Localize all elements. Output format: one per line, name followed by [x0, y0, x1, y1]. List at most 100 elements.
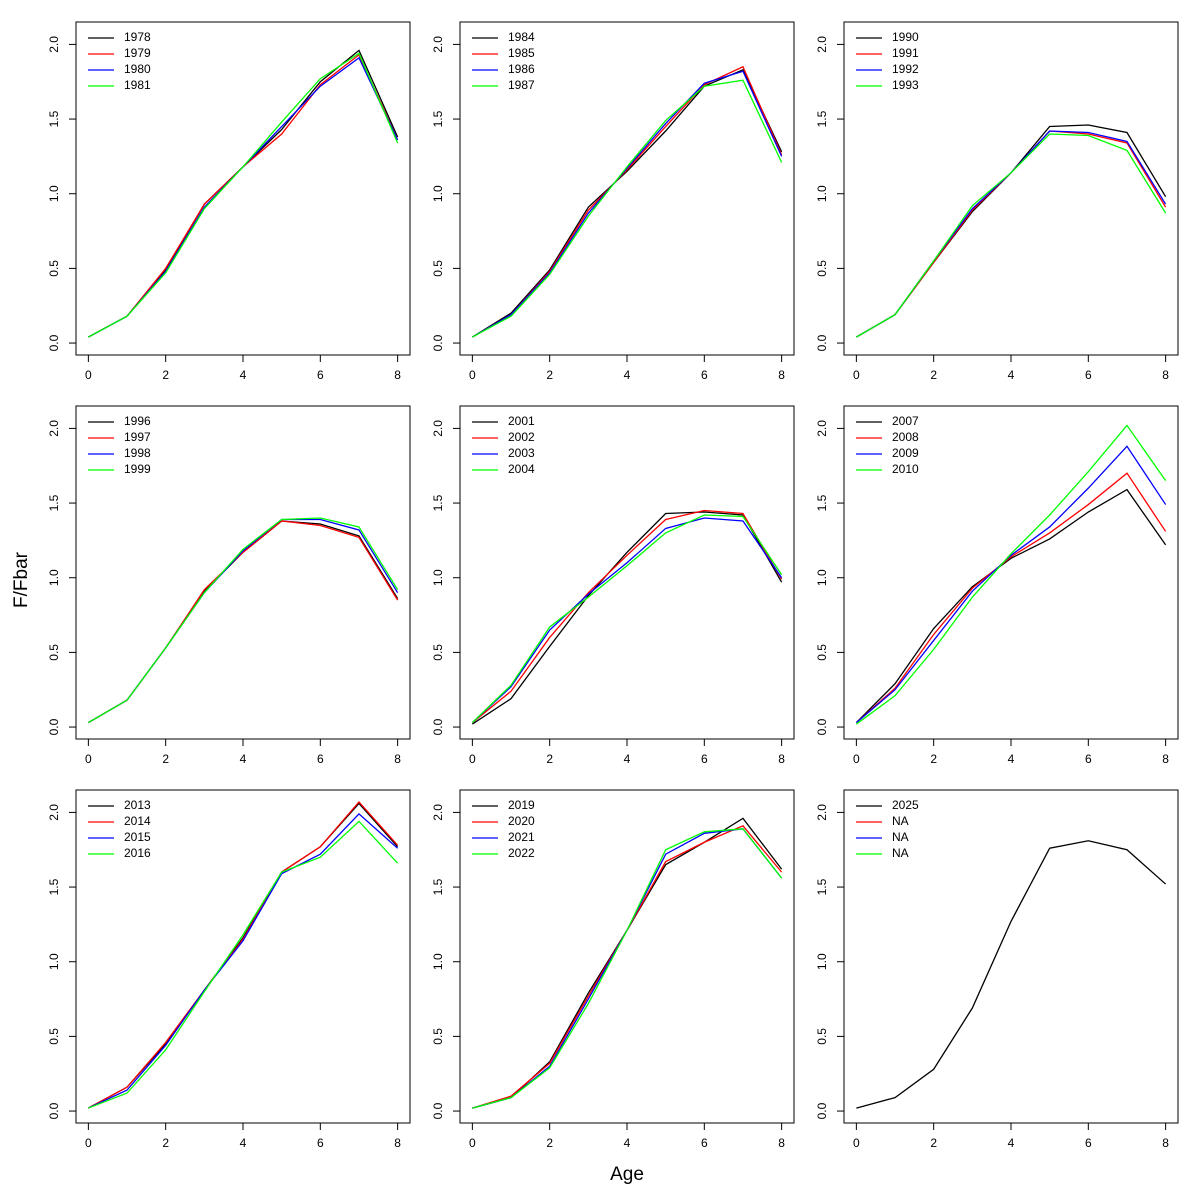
y-tick-label: 2.0	[47, 36, 61, 53]
x-tick-label: 8	[1162, 368, 1169, 382]
legend-label: 1981	[124, 78, 151, 92]
y-tick-label: 0.0	[815, 718, 829, 735]
y-tick-label: 1.0	[815, 953, 829, 970]
legend-label: NA	[892, 846, 909, 860]
y-tick-label: 2.0	[431, 420, 445, 437]
x-tick-label: 2	[930, 752, 937, 766]
x-tick-label: 6	[701, 752, 708, 766]
legend-label: NA	[892, 814, 909, 828]
y-tick-label: 2.0	[431, 36, 445, 53]
x-tick-label: 0	[469, 368, 476, 382]
y-tick-label: 1.5	[431, 878, 445, 895]
x-tick-label: 8	[778, 752, 785, 766]
legend-label: 1979	[124, 46, 151, 60]
y-tick-label: 1.0	[431, 185, 445, 202]
y-tick-label: 0.5	[431, 644, 445, 661]
x-tick-label: 8	[778, 1136, 785, 1150]
x-tick-label: 6	[701, 1136, 708, 1150]
x-tick-label: 0	[85, 368, 92, 382]
y-tick-label: 0.5	[431, 1028, 445, 1045]
data-line	[88, 800, 399, 1109]
y-tick-label: 0.0	[47, 334, 61, 351]
data-line	[88, 812, 399, 1109]
x-tick-label: 8	[778, 368, 785, 382]
data-line	[471, 514, 783, 724]
y-tick-label: 1.0	[47, 185, 61, 202]
data-line	[855, 424, 1167, 725]
x-tick-label: 2	[162, 368, 169, 382]
x-tick-label: 0	[853, 752, 860, 766]
y-tick-label: 1.0	[47, 953, 61, 970]
x-tick-label: 8	[394, 1136, 401, 1150]
legend-label: 2020	[508, 814, 535, 828]
y-tick-label: 0.0	[815, 334, 829, 351]
x-tick-label: 4	[624, 368, 631, 382]
x-tick-label: 4	[624, 1136, 631, 1150]
legend-label: 2004	[508, 462, 535, 476]
data-line	[472, 79, 783, 338]
y-tick-label: 0.0	[815, 1102, 829, 1119]
x-tick-label: 0	[469, 752, 476, 766]
data-line	[88, 517, 399, 724]
legend-label: NA	[892, 830, 909, 844]
y-tick-label: 1.5	[47, 494, 61, 511]
x-tick-label: 4	[1008, 368, 1015, 382]
legend-label: 2008	[892, 430, 919, 444]
legend-label: 2003	[508, 446, 535, 460]
x-tick-label: 6	[317, 1136, 324, 1150]
y-tick-label: 2.0	[47, 420, 61, 437]
y-tick-label: 0.0	[431, 334, 445, 351]
x-tick-label: 8	[394, 368, 401, 382]
legend-label: 2019	[508, 798, 535, 812]
x-tick-label: 2	[546, 1136, 553, 1150]
y-tick-label: 0.5	[815, 260, 829, 277]
legend-label: 1986	[508, 62, 535, 76]
legend-label: 1984	[508, 30, 535, 44]
x-tick-label: 2	[930, 1136, 937, 1150]
y-tick-label: 1.5	[47, 878, 61, 895]
legend-label: 2009	[892, 446, 919, 460]
x-tick-label: 6	[701, 368, 708, 382]
legend-label: 1996	[124, 414, 151, 428]
y-tick-label: 1.0	[47, 569, 61, 586]
legend-label: 2016	[124, 846, 151, 860]
data-line	[856, 133, 1167, 338]
y-tick-label: 1.5	[431, 494, 445, 511]
y-tick-label: 1.5	[47, 110, 61, 127]
y-tick-label: 0.0	[431, 718, 445, 735]
y-tick-label: 0.0	[431, 1102, 445, 1119]
y-tick-label: 2.0	[815, 36, 829, 53]
y-tick-label: 1.0	[815, 185, 829, 202]
data-line	[472, 511, 783, 725]
y-tick-label: 1.5	[815, 878, 829, 895]
data-line	[472, 70, 783, 338]
legend-label: 2013	[124, 798, 151, 812]
legend-label: 2001	[508, 414, 535, 428]
x-tick-label: 6	[317, 368, 324, 382]
y-tick-label: 2.0	[815, 420, 829, 437]
y-tick-label: 1.0	[431, 953, 445, 970]
data-line	[88, 820, 399, 1109]
legend-label: 1987	[508, 78, 535, 92]
data-line	[855, 445, 1167, 724]
x-tick-label: 0	[85, 1136, 92, 1150]
x-tick-label: 6	[1085, 752, 1092, 766]
x-tick-label: 8	[394, 752, 401, 766]
y-tick-label: 0.5	[431, 260, 445, 277]
legend-label: 2010	[892, 462, 919, 476]
legend-label: 1999	[124, 462, 151, 476]
data-line	[855, 488, 1167, 724]
y-tick-label: 0.5	[47, 644, 61, 661]
x-tick-label: 0	[85, 752, 92, 766]
y-tick-label: 0.5	[815, 644, 829, 661]
y-axis-label: F/Fbar	[11, 551, 32, 608]
data-line	[856, 840, 1167, 1109]
data-line	[471, 517, 783, 724]
y-tick-label: 0.5	[47, 1028, 61, 1045]
x-tick-label: 2	[546, 752, 553, 766]
y-tick-label: 2.0	[431, 804, 445, 821]
legend-label: 1992	[892, 62, 919, 76]
legend-label: 1993	[892, 78, 919, 92]
